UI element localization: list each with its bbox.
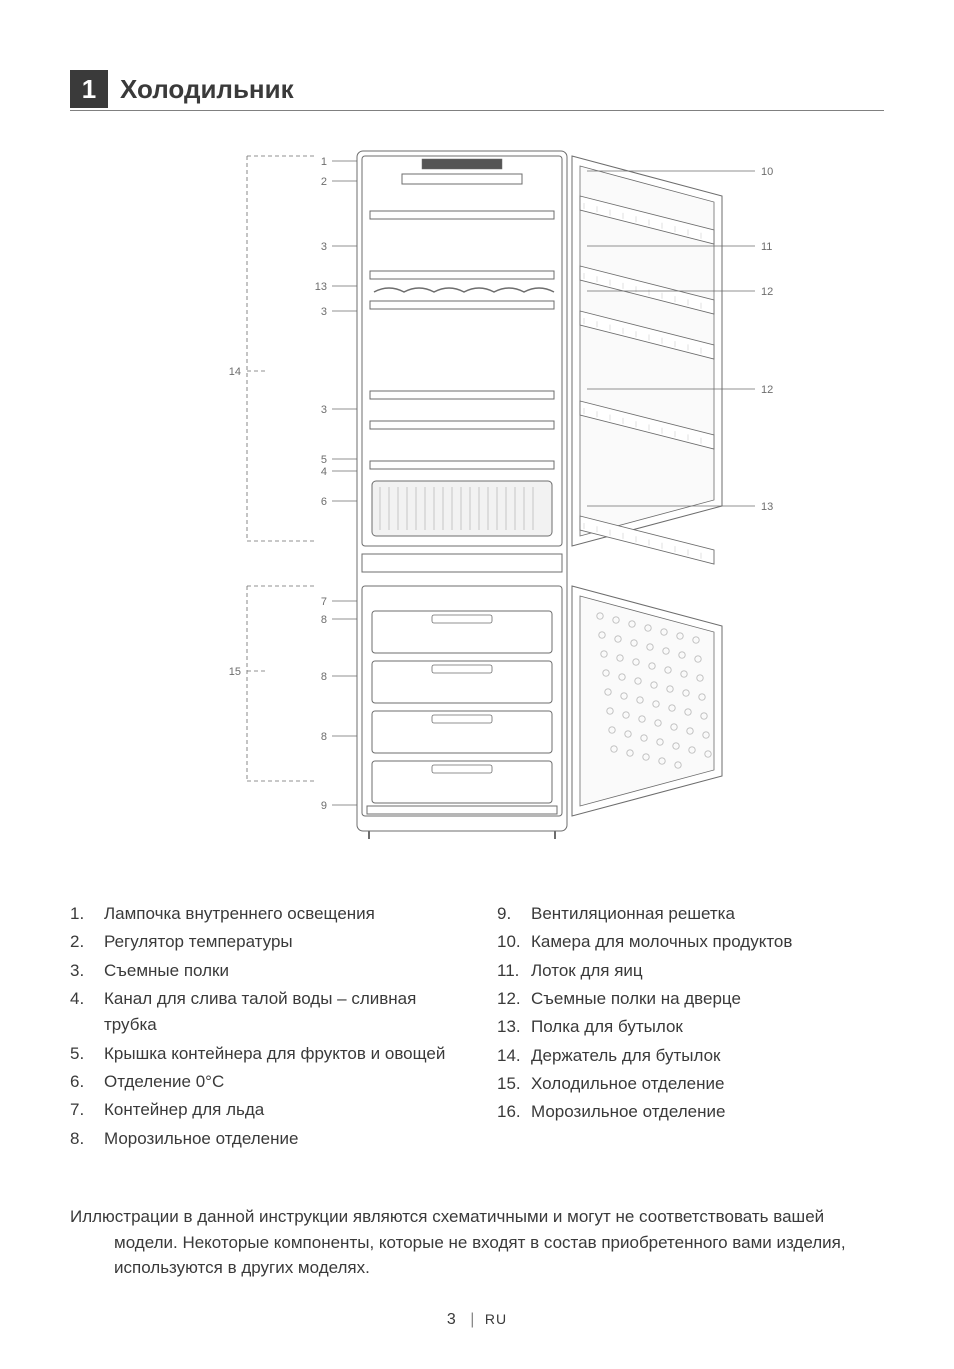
legend-item-text: Отделение 0°C [104,1069,457,1095]
svg-text:8: 8 [321,671,327,683]
legend-item-text: Морозильное отделение [531,1099,884,1125]
legend-item: 16.Морозильное отделение [497,1099,884,1125]
svg-text:3: 3 [321,404,327,416]
parts-legend: 1.Лампочка внутреннего освещения2.Регуля… [70,901,884,1154]
legend-item: 12.Съемные полки на дверце [497,986,884,1012]
svg-text:3: 3 [321,241,327,253]
svg-text:15: 15 [229,666,241,678]
legend-item-number: 15. [497,1071,531,1097]
legend-item-number: 16. [497,1099,531,1125]
svg-text:6: 6 [321,496,327,508]
legend-item-number: 13. [497,1014,531,1040]
svg-text:12: 12 [761,384,773,396]
svg-text:8: 8 [321,731,327,743]
svg-text:2: 2 [321,176,327,188]
fridge-diagram: 12313335467888910111212131415 [70,141,884,861]
legend-item: 10.Камера для молочных продуктов [497,929,884,955]
section-heading: 1 Холодильник [70,70,884,111]
legend-item: 14.Держатель для бутылок [497,1043,884,1069]
legend-item: 15.Холодильное отделение [497,1071,884,1097]
legend-item-text: Камера для молочных продуктов [531,929,884,955]
disclaimer-text: Иллюстрации в данной инструкции являются… [114,1204,884,1281]
legend-item-text: Вентиляционная решетка [531,901,884,927]
svg-text:7: 7 [321,596,327,608]
legend-item-number: 12. [497,986,531,1012]
legend-item-number: 7. [70,1097,104,1123]
legend-item: 3.Съемные полки [70,958,457,984]
legend-item-text: Лоток для яиц [531,958,884,984]
svg-text:8: 8 [321,614,327,626]
legend-item-number: 5. [70,1041,104,1067]
svg-text:13: 13 [315,281,327,293]
legend-item: 5.Крышка контейнера для фруктов и овощей [70,1041,457,1067]
legend-item-number: 8. [70,1126,104,1152]
legend-item-number: 4. [70,986,104,1039]
svg-text:5: 5 [321,454,327,466]
legend-item: 13.Полка для бутылок [497,1014,884,1040]
svg-text:1: 1 [321,156,327,168]
legend-item-text: Съемные полки [104,958,457,984]
legend-item-number: 2. [70,929,104,955]
legend-column-left: 1.Лампочка внутреннего освещения2.Регуля… [70,901,457,1154]
legend-item: 9.Вентиляционная решетка [497,901,884,927]
legend-item-text: Держатель для бутылок [531,1043,884,1069]
section-title: Холодильник [120,74,294,105]
language-code: RU [485,1311,507,1327]
legend-item-text: Лампочка внутреннего освещения [104,901,457,927]
legend-item: 11.Лоток для яиц [497,958,884,984]
svg-text:14: 14 [229,366,241,378]
legend-item-text: Контейнер для льда [104,1097,457,1123]
legend-item-text: Крышка контейнера для фруктов и овощей [104,1041,457,1067]
legend-item: 4.Канал для слива талой воды – сливная т… [70,986,457,1039]
svg-text:13: 13 [761,501,773,513]
legend-item-number: 14. [497,1043,531,1069]
legend-item-text: Регулятор температуры [104,929,457,955]
page-number: 3 [447,1311,456,1328]
svg-text:10: 10 [761,166,773,178]
section-number: 1 [70,70,108,108]
legend-item-text: Полка для бутылок [531,1014,884,1040]
svg-text:12: 12 [761,286,773,298]
legend-item: 7.Контейнер для льда [70,1097,457,1123]
svg-text:9: 9 [321,800,327,812]
legend-item-number: 9. [497,901,531,927]
legend-item: 8.Морозильное отделение [70,1126,457,1152]
legend-item-text: Холодильное отделение [531,1071,884,1097]
legend-item-text: Канал для слива талой воды – сливная тру… [104,986,457,1039]
legend-item-number: 11. [497,958,531,984]
legend-column-right: 9.Вентиляционная решетка10.Камера для мо… [497,901,884,1154]
legend-item: 1.Лампочка внутреннего освещения [70,901,457,927]
fridge-diagram-svg: 12313335467888910111212131415 [157,141,797,861]
legend-item-number: 6. [70,1069,104,1095]
legend-item-number: 3. [70,958,104,984]
svg-text:4: 4 [321,466,327,478]
legend-item: 2.Регулятор температуры [70,929,457,955]
legend-item: 6.Отделение 0°C [70,1069,457,1095]
svg-text:3: 3 [321,306,327,318]
legend-item-text: Съемные полки на дверце [531,986,884,1012]
page-footer: 3 | RU [70,1311,884,1329]
legend-item-number: 1. [70,901,104,927]
footer-separator: | [470,1311,474,1328]
legend-item-number: 10. [497,929,531,955]
legend-item-text: Морозильное отделение [104,1126,457,1152]
svg-text:11: 11 [761,241,772,253]
